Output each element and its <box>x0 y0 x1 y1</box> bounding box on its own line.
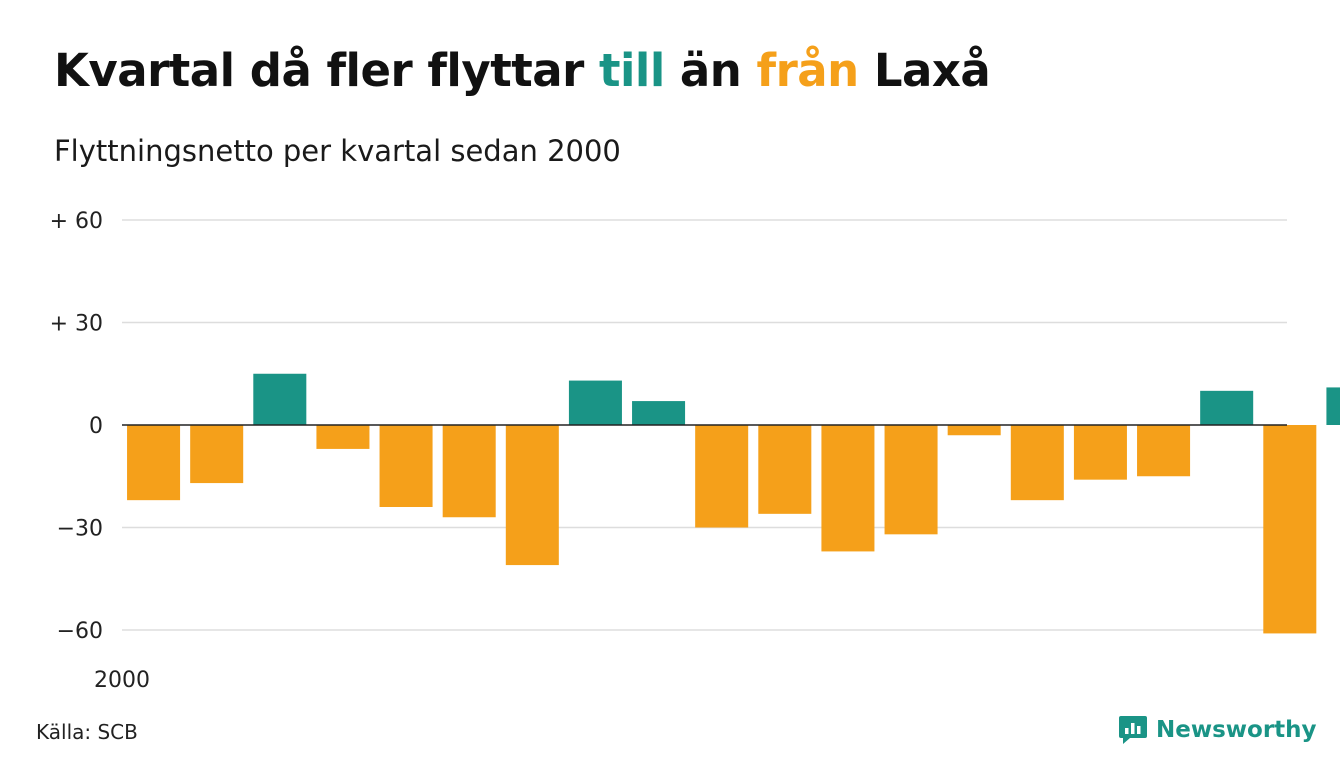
bar <box>316 425 370 449</box>
y-tick-label: 0 <box>89 414 103 439</box>
y-tick-label: −30 <box>57 517 103 542</box>
bar <box>695 425 749 528</box>
bar <box>1326 387 1340 425</box>
bar <box>1010 425 1064 501</box>
bar <box>505 425 559 566</box>
bar <box>1137 425 1191 477</box>
bar <box>442 425 496 518</box>
newsworthy-chart-bubble-icon <box>1119 716 1147 744</box>
bar <box>1263 425 1317 634</box>
bar <box>947 425 1001 436</box>
brand-name: Newsworthy <box>1156 717 1317 743</box>
y-tick-label: −60 <box>57 619 103 644</box>
title-positive-word: till <box>598 44 665 97</box>
bar <box>568 380 622 425</box>
bar <box>190 425 244 484</box>
title-part3: Laxå <box>858 44 991 97</box>
x-tick-label: 2000 <box>94 668 150 693</box>
source-note: Källa: SCB <box>36 720 138 744</box>
bar <box>1073 425 1127 480</box>
title-part1: Kvartal då fler flyttar <box>54 44 599 97</box>
bar <box>253 373 307 425</box>
chart-subtitle: Flyttningsnetto per kvartal sedan 2000 <box>54 134 621 168</box>
x-axis-labels: 20002005201020152020 <box>94 668 150 693</box>
bar <box>127 425 181 501</box>
chart-title: Kvartal då fler flyttar till än från Lax… <box>54 44 991 97</box>
bar <box>632 401 686 425</box>
bar <box>379 425 433 507</box>
bars <box>127 373 1340 634</box>
bar <box>758 425 812 514</box>
title-part2: än <box>664 44 757 97</box>
y-axis-labels: + 60 + 30 0 −30 −60 <box>50 209 103 644</box>
bar <box>821 425 875 552</box>
title-negative-word: från <box>756 44 860 97</box>
newsworthy-logo: Newsworthy <box>1118 714 1317 746</box>
bar <box>884 425 938 535</box>
y-tick-label: + 60 <box>50 209 103 234</box>
bar <box>1200 390 1254 425</box>
y-tick-label: + 30 <box>50 312 103 337</box>
